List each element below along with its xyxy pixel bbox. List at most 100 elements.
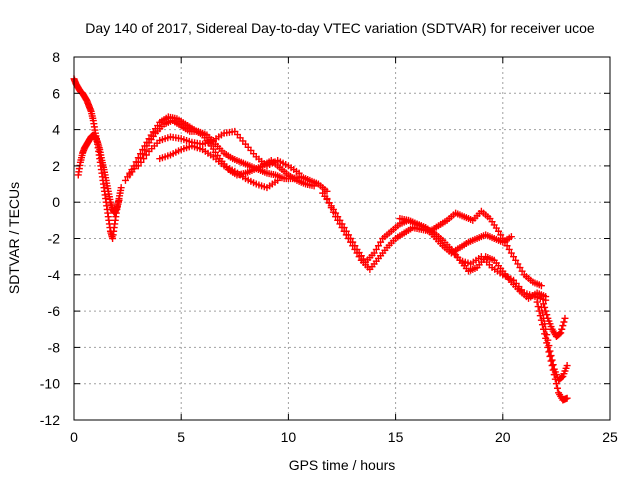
data-point [541,303,549,311]
data-point [351,245,359,253]
series-track-m [540,300,569,341]
data-point [295,169,303,177]
y-axis-label: SDTVAR / TECUs [6,182,22,294]
data-point [534,303,542,311]
x-axis-label: GPS time / hours [289,457,396,473]
y-tick-label: 8 [52,49,60,65]
data-point [558,373,566,381]
data-point [507,233,515,241]
data-point [325,199,333,207]
data-point [323,187,331,195]
data-point [540,300,548,308]
data-point [349,242,357,250]
series-track-j [445,244,550,304]
x-tick-label: 10 [281,429,297,445]
data-point [327,204,335,212]
data-point [505,245,513,253]
data-point [372,245,380,253]
data-point [543,331,551,339]
data-point [548,356,556,364]
data-point [347,238,355,246]
data-point [121,176,129,184]
data-point [549,361,557,369]
data-point [332,213,340,221]
series-track-i [396,215,515,257]
y-tick-label: 6 [52,85,60,101]
data-point [542,296,550,304]
data-point [142,151,150,159]
data-point [137,158,145,166]
data-point [561,314,569,322]
data-point [274,176,282,184]
data-point [563,394,571,402]
x-tick-label: 20 [495,429,511,445]
data-point [344,235,352,242]
data-point [563,362,571,370]
y-tick-label: -12 [40,412,60,428]
y-tick-label: -10 [40,376,60,392]
data-point [336,220,344,228]
data-point [342,231,350,239]
data-point [557,329,565,337]
data-point [533,298,541,306]
y-tick-labels: -12 -10 -8 -6 -4 -2 0 2 4 6 8 [40,49,60,428]
data-point [546,347,554,355]
y-tick-label: -4 [48,267,61,283]
data-point [543,311,551,319]
data-point [355,253,363,261]
series-track-l [537,303,571,384]
data-point [545,348,553,356]
data-point [497,231,505,239]
series-track-b [74,131,123,217]
series-track-k [533,298,571,404]
x-tick-label: 15 [388,429,404,445]
data-point [115,196,123,204]
data-point [547,352,555,360]
data-point [377,238,385,246]
data-point [139,150,147,158]
data-point [340,227,348,235]
x-tick-label: 5 [177,429,185,445]
data-point [117,184,125,192]
data-point [516,264,524,272]
data-point [141,146,149,154]
data-point [537,282,545,290]
data-point [545,342,553,350]
series-track-e [134,127,303,177]
data-point [544,336,552,344]
data-point [512,256,520,264]
y-tick-label: -8 [48,339,61,355]
data-point [495,227,503,235]
y-tick-label: 4 [52,122,60,138]
data-point [556,330,564,338]
series-track-f [156,142,282,192]
data-point [134,162,142,170]
data-point [338,224,346,232]
x-tick-labels: 0 5 10 15 20 25 [70,429,618,445]
data-point [329,208,337,216]
y-tick-label: -6 [48,303,61,319]
chart-title: Day 140 of 2017, Sidereal Day-to-day VTE… [85,20,595,36]
data-point [323,195,331,203]
data-point [559,322,567,330]
data-point [558,325,566,333]
series-track-d [126,117,331,195]
data-point [560,318,568,326]
data-point [510,253,518,261]
series-track-a [70,75,125,242]
data-point [140,155,148,163]
data-point [542,325,550,333]
data-point [552,380,560,388]
data-point [374,242,382,250]
data-point [553,384,561,392]
data-point [370,249,378,257]
y-tick-label: 0 [52,194,60,210]
y-tick-label: 2 [52,158,60,174]
data-point [518,267,526,275]
chart-grid [74,57,610,420]
data-point [514,260,522,268]
data-point [353,249,361,257]
y-tick-label: -2 [48,231,61,247]
axis-ticks [73,56,611,421]
